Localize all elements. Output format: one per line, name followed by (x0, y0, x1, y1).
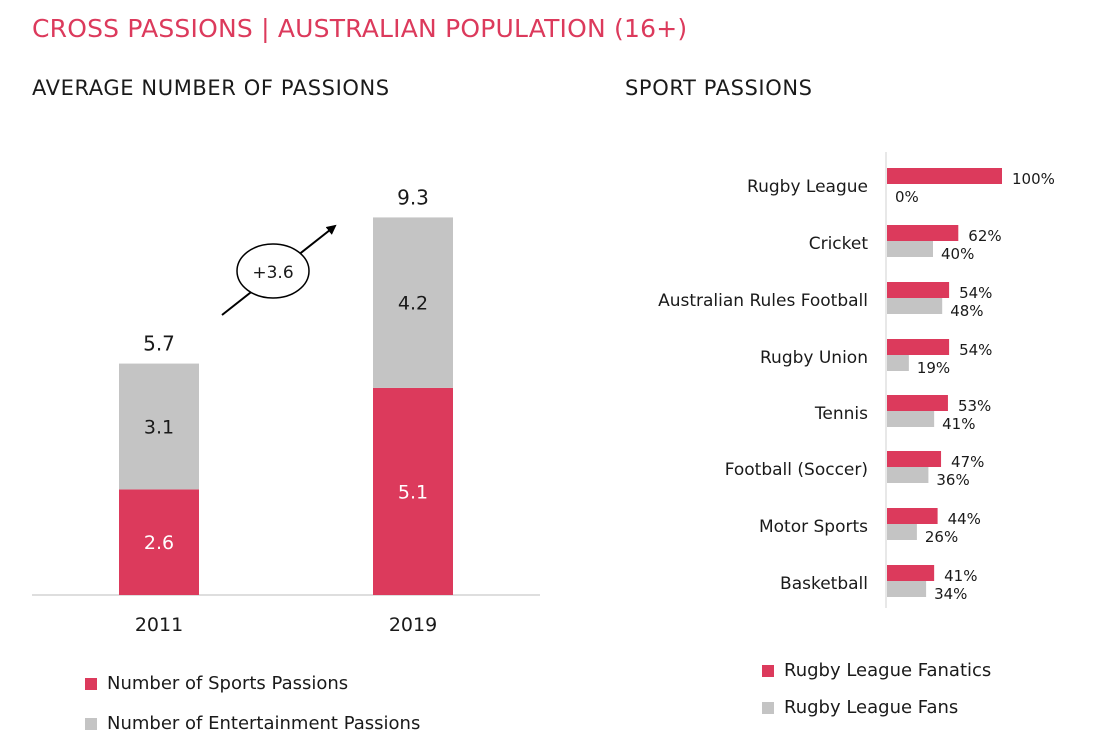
bar-fanatics-football-soccer (887, 451, 942, 467)
x-tick-label-2011: 2011 (135, 614, 183, 636)
value-label-entertainment-2011: 3.1 (144, 417, 174, 439)
growth-annotation-ellipse (236, 243, 310, 299)
value-label-fanatics-rugby-league: 100% (1012, 170, 1055, 188)
bar-fans-australian-rules-football (887, 298, 943, 314)
value-label-fanatics-cricket: 62% (968, 227, 1001, 245)
category-label-rugby-league: Rugby League (747, 177, 868, 197)
bar-fanatics-basketball (887, 565, 935, 581)
bar-fans-basketball (887, 581, 927, 597)
bar-fanatics-rugby-league (887, 168, 1002, 184)
bar-fanatics-cricket (887, 225, 959, 241)
value-label-fanatics-australian-rules-football: 54% (959, 284, 992, 302)
value-label-fans-rugby-league: 0% (895, 188, 919, 206)
bar-fanatics-australian-rules-football (887, 282, 950, 298)
value-label-fans-australian-rules-football: 48% (950, 302, 983, 320)
sport-passions-chart: Rugby League 100% 0% Cricket 62%40% Australia… (658, 152, 1055, 608)
value-label-fanatics-rugby-union: 54% (959, 341, 992, 359)
value-label-fanatics-basketball: 41% (944, 567, 977, 585)
legend-rugby-league-fans: Rugby League Fans (762, 697, 958, 718)
bar-sports-2011 (119, 489, 199, 595)
value-label-fans-football-soccer: 36% (936, 471, 969, 489)
legend-label-fanatics: Rugby League Fanatics (784, 660, 992, 681)
value-label-fanatics-motor-sports: 44% (948, 510, 981, 528)
bar-fans-tennis (887, 411, 935, 427)
x-tick-label-2019: 2019 (389, 614, 437, 636)
category-label-motor-sports: Motor Sports (759, 517, 868, 537)
category-label-football-soccer: Football (Soccer) (725, 460, 868, 480)
legend-sports-passions: Number of Sports Passions (85, 673, 348, 694)
bar-entertainment-2019 (373, 217, 453, 388)
value-label-sports-2019: 5.1 (398, 481, 428, 503)
bar-fans-football-soccer (887, 467, 929, 483)
left-chart-title: AVERAGE NUMBER OF PASSIONS (32, 76, 390, 100)
average-passions-chart: 2.6 3.1 5.7 2011 5.1 4.2 9.3 2019 +3.6 (32, 185, 540, 636)
legend-swatch-fans (762, 701, 774, 714)
legend-label-entertainment: Number of Entertainment Passions (107, 713, 421, 734)
legend-rugby-league-fanatics: Rugby League Fanatics (762, 660, 991, 681)
value-label-fans-basketball: 34% (934, 585, 967, 603)
category-label-rugby-union: Rugby Union (760, 348, 868, 368)
value-label-fanatics-tennis: 53% (958, 397, 991, 415)
bar-fanatics-motor-sports (887, 508, 938, 524)
bar-fans-cricket (887, 241, 933, 257)
bar-fanatics-tennis (887, 395, 948, 411)
category-label-tennis: Tennis (814, 404, 868, 424)
value-label-sports-2011: 2.6 (144, 532, 174, 554)
bar-entertainment-2011 (119, 363, 199, 490)
value-label-fans-cricket: 40% (941, 245, 974, 263)
legend-label-fans: Rugby League Fans (784, 697, 959, 718)
category-label-australian-rules-football: Australian Rules Football (658, 291, 868, 311)
bar-fans-motor-sports (887, 524, 917, 540)
bar-fans-rugby-union (887, 355, 909, 371)
page-title: CROSS PASSIONS | AUSTRALIAN POPULATION (… (32, 14, 688, 43)
right-chart-title: SPORT PASSIONS (625, 76, 813, 100)
value-label-fans-motor-sports: 26% (925, 528, 958, 546)
legend-swatch-sports (85, 677, 97, 690)
total-label-2011: 5.7 (143, 332, 175, 356)
legend-label-sports: Number of Sports Passions (107, 673, 349, 694)
legend-swatch-entertainment (85, 717, 97, 730)
value-label-entertainment-2019: 4.2 (398, 293, 428, 315)
value-label-fanatics-football-soccer: 47% (951, 453, 984, 471)
value-label-fans-rugby-union: 19% (917, 359, 950, 377)
legend-entertainment-passions: Number of Entertainment Passions (85, 713, 420, 734)
bar-sports-2019 (373, 387, 453, 595)
category-label-basketball: Basketball (780, 574, 868, 594)
category-label-cricket: Cricket (809, 234, 869, 254)
legend-swatch-fanatics (762, 664, 774, 677)
bar-fanatics-rugby-union (887, 339, 950, 355)
value-label-fans-tennis: 41% (942, 415, 975, 433)
growth-annotation-label: +3.6 (252, 263, 293, 283)
total-label-2019: 9.3 (397, 185, 429, 209)
